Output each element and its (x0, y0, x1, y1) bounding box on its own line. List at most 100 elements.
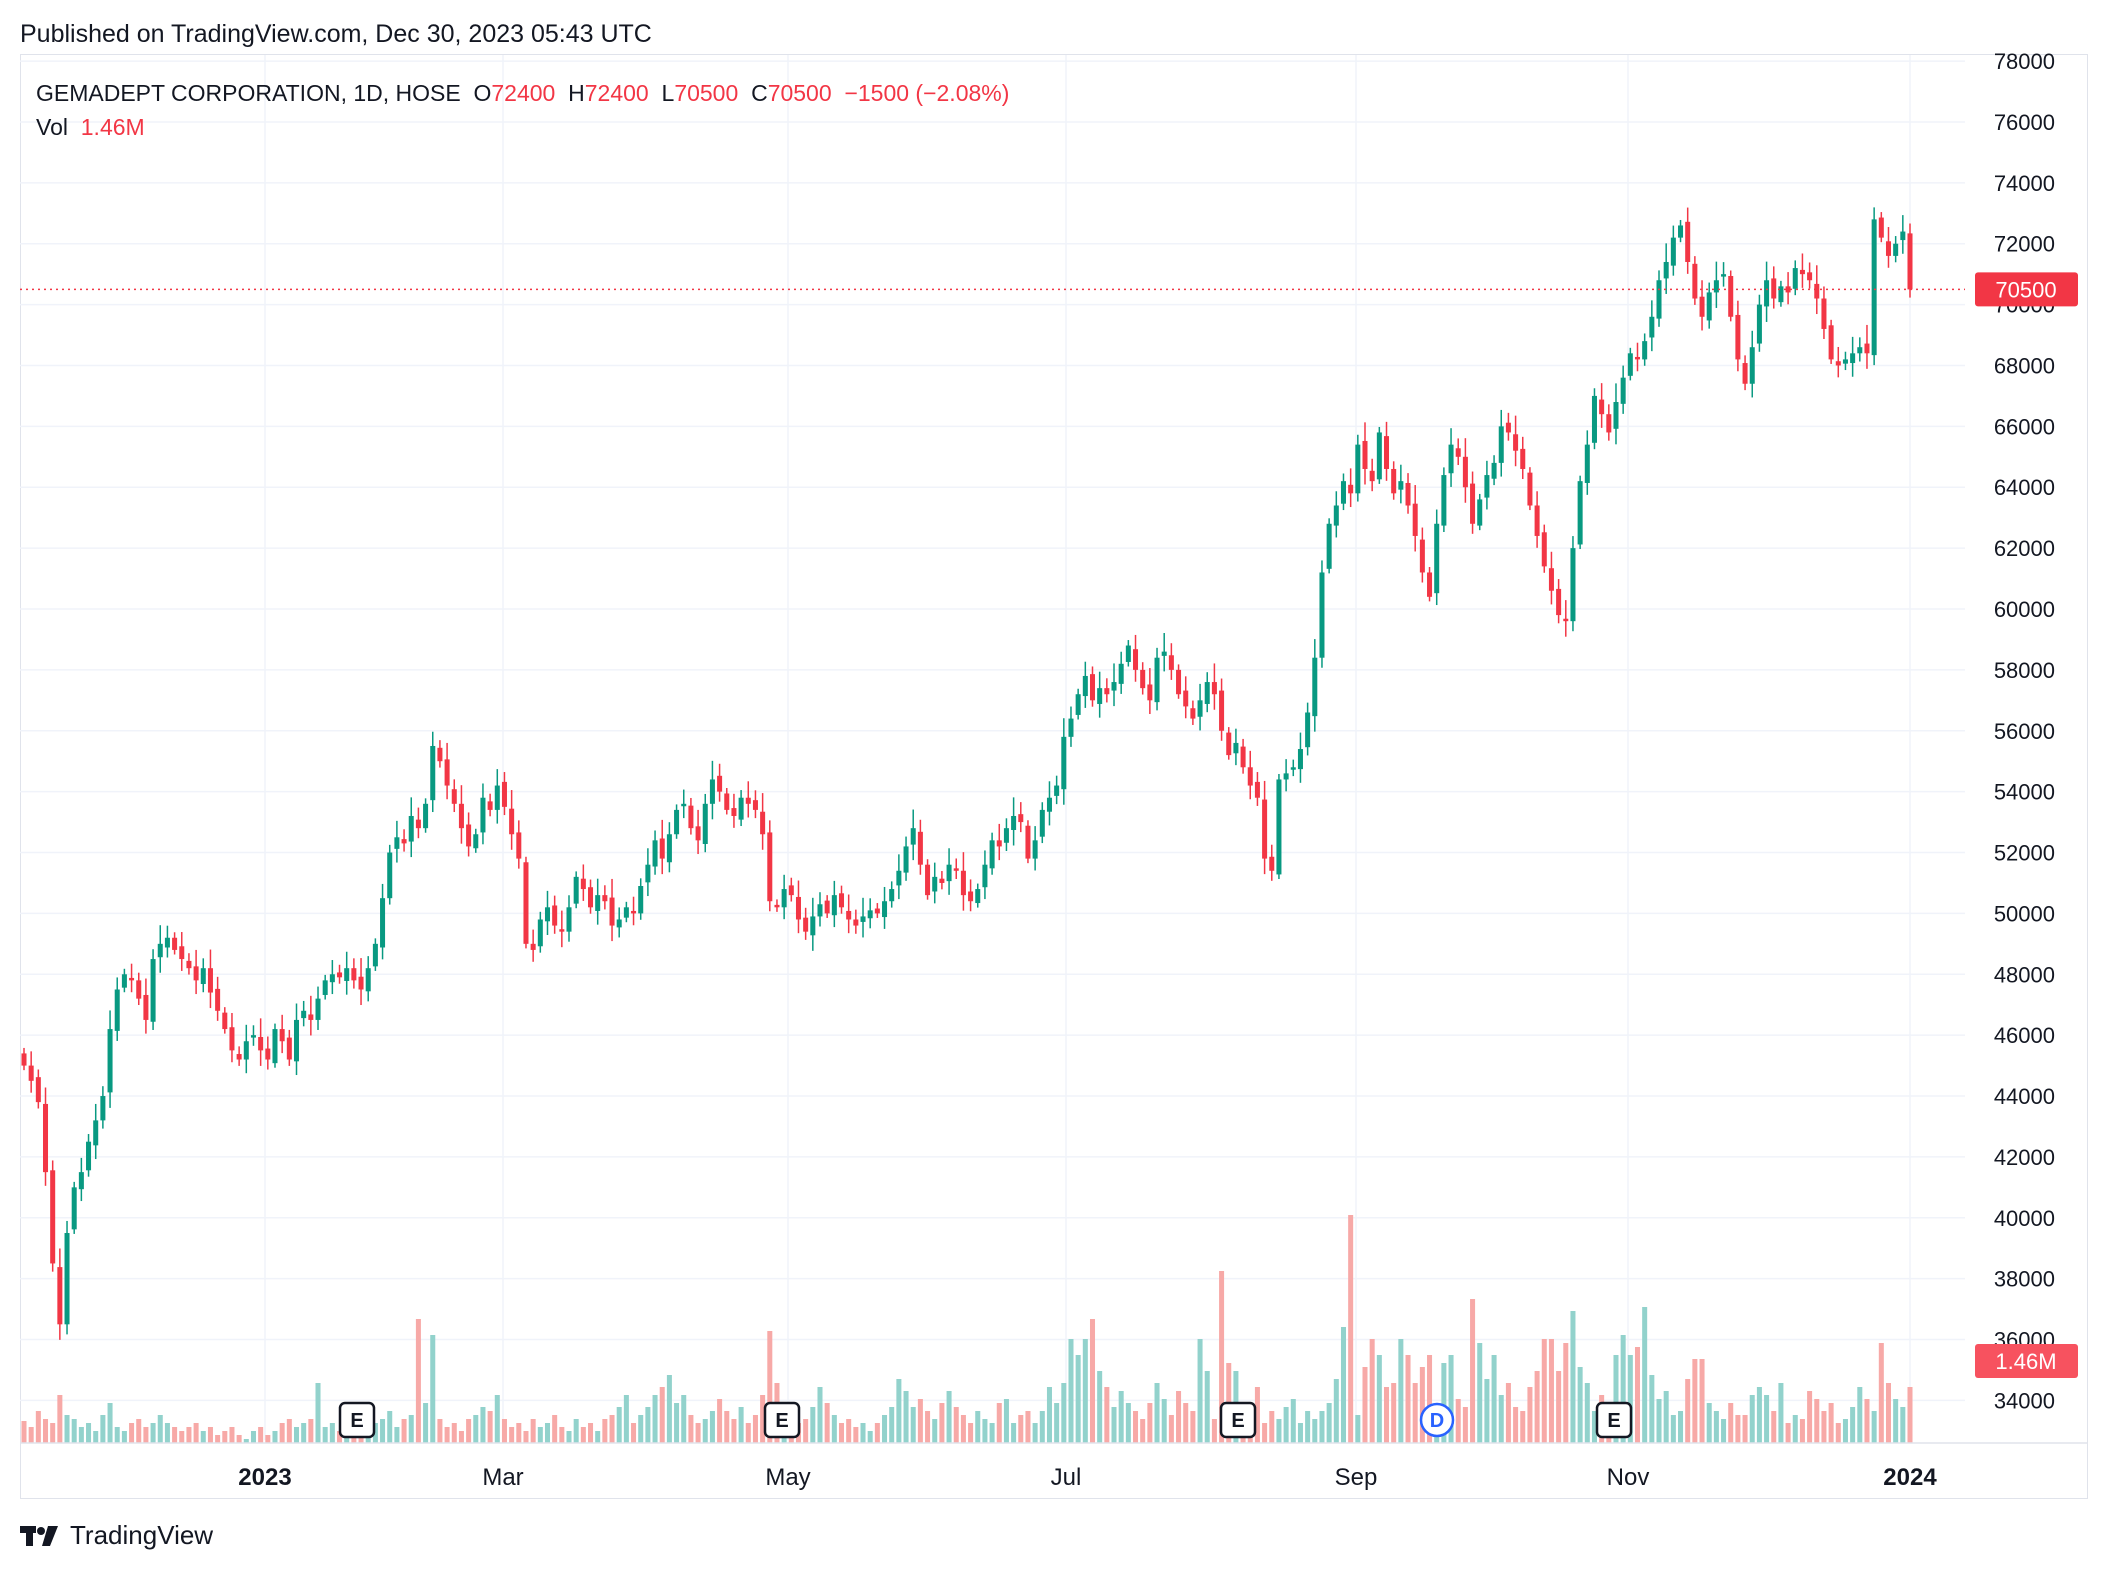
volume-bar (1305, 1411, 1311, 1443)
candle-body (35, 1077, 41, 1103)
volume-bar (78, 1427, 84, 1443)
candle-body (530, 943, 536, 950)
volume-bar (1376, 1355, 1382, 1443)
volume-bar (1692, 1359, 1698, 1443)
candle-body (1577, 481, 1583, 545)
volume-bar (1176, 1391, 1182, 1443)
volume-bar (1821, 1411, 1827, 1443)
volume-bar (803, 1419, 809, 1443)
chart-frame[interactable] (20, 54, 2088, 1499)
candle-body (1850, 353, 1856, 364)
tradingview-footer[interactable]: TradingView (20, 1520, 213, 1551)
volume-bar (1262, 1423, 1268, 1443)
candle-body (1254, 781, 1260, 798)
volume-bar (394, 1427, 400, 1443)
candle-body (523, 862, 529, 944)
volume-bar (588, 1423, 594, 1443)
time-tick-label: Jul (1051, 1464, 1082, 1491)
volume-bar (1541, 1339, 1547, 1443)
volume-bar (172, 1427, 178, 1443)
time-tick-label: 2023 (238, 1464, 291, 1491)
candle-body (731, 808, 737, 816)
candle-body (968, 891, 974, 902)
volume-bar (258, 1427, 264, 1443)
candle-body (1534, 505, 1540, 536)
volume-bar (1398, 1339, 1404, 1443)
volume-bar (989, 1423, 995, 1443)
volume-bar (1728, 1403, 1734, 1443)
candle-body (939, 878, 945, 883)
volume-bar (1871, 1411, 1877, 1443)
last-price-tag-label: 70500 (1995, 277, 2056, 302)
candle-body (1807, 272, 1813, 281)
candle-body (1147, 684, 1153, 701)
candle-body (129, 977, 135, 981)
volume-bar (573, 1419, 579, 1443)
volume-bar (1412, 1383, 1418, 1443)
volume-bar (559, 1427, 565, 1443)
volume-bar (1018, 1415, 1024, 1443)
price-tick-label: 58000 (1994, 658, 2055, 683)
candle-body (1219, 690, 1225, 731)
candle-body (1498, 426, 1504, 463)
candle-body (1247, 767, 1253, 786)
volume-bar (1319, 1411, 1325, 1443)
candle-body (925, 864, 931, 896)
legend-c-label: C (751, 80, 768, 106)
candle-body (315, 998, 321, 1020)
candle-body (1584, 444, 1590, 483)
volume-bar (1441, 1363, 1447, 1443)
candle-body (953, 868, 959, 871)
candle-body (688, 805, 694, 829)
candle-body (1771, 278, 1777, 299)
candle-body (1634, 356, 1641, 360)
volume-bar (1470, 1299, 1476, 1443)
candle-body (1183, 690, 1189, 707)
candle-body (544, 907, 551, 922)
candle-body (1233, 742, 1239, 754)
time-tick-label: May (765, 1464, 810, 1491)
price-tick-label: 46000 (1994, 1023, 2055, 1048)
candle-body (602, 895, 608, 902)
legend-vol-label[interactable]: Vol (36, 114, 68, 140)
volume-bar (129, 1423, 135, 1443)
volume-bar (50, 1423, 56, 1443)
volume-bar (1656, 1399, 1662, 1443)
candle-body (1405, 482, 1411, 506)
candle-body (1348, 484, 1354, 494)
candle-body (121, 974, 127, 988)
candle-body (71, 1187, 77, 1230)
volume-bar (487, 1411, 493, 1443)
candle-body (609, 897, 615, 926)
candle-body (1620, 377, 1626, 404)
volume-bar (731, 1419, 737, 1443)
candle-body (882, 901, 888, 918)
volume-bar (1427, 1355, 1433, 1443)
candle-body (1312, 657, 1318, 717)
legend-volume-row: Vol 1.46M (36, 110, 1009, 144)
candle-body (236, 1054, 242, 1060)
volume-bar (1735, 1415, 1741, 1443)
legend-symbol[interactable]: GEMADEPT CORPORATION, 1D, HOSE (36, 80, 461, 106)
candle-body (1039, 809, 1045, 837)
volume-bar (975, 1411, 981, 1443)
volume-bar (114, 1427, 120, 1443)
volume-bar (1333, 1379, 1339, 1443)
candle-body (1448, 444, 1454, 474)
candle-body (709, 779, 715, 804)
candle-body (78, 1172, 84, 1190)
volume-bar (681, 1395, 687, 1443)
candle-body (666, 834, 672, 863)
candle-body (559, 929, 565, 932)
candles (21, 207, 1913, 1340)
volume-bar (1764, 1395, 1770, 1443)
candle-body (408, 815, 414, 842)
time-tick-label: 2024 (1883, 1464, 1937, 1491)
candle-body (724, 793, 730, 810)
volume-bar (222, 1431, 228, 1443)
candle-body (1190, 708, 1196, 719)
candle-body (975, 889, 981, 904)
candle-body (480, 797, 486, 833)
candle-body (896, 870, 902, 886)
